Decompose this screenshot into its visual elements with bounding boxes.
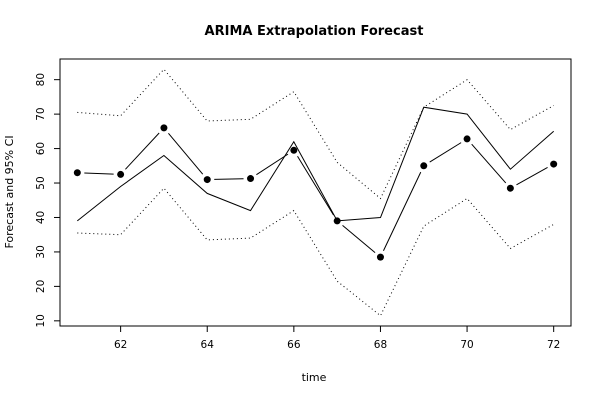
forecast-point — [73, 169, 81, 177]
actual-values-line — [76, 106, 555, 222]
y-axis-label: Forecast and 95% CI — [3, 135, 16, 248]
plot-frame — [59, 58, 572, 327]
forecast-point — [463, 135, 471, 143]
x-axis: 62 64 66 68 70 72 — [114, 326, 560, 351]
x-tick-label: 72 — [547, 339, 560, 351]
forecast-connector-segment — [516, 167, 548, 186]
forecast-connector-segment — [342, 225, 376, 253]
x-axis-label: time — [302, 371, 327, 384]
forecast-point — [247, 175, 255, 183]
forecast-point — [203, 176, 211, 184]
y-tick-label: 50 — [35, 176, 47, 189]
y-tick-label: 30 — [35, 245, 47, 258]
forecast-point — [160, 124, 168, 132]
chart-title: ARIMA Extrapolation Forecast — [205, 24, 424, 39]
y-tick-label: 80 — [35, 73, 47, 86]
x-tick-label: 64 — [201, 339, 215, 351]
forecast-connector-segment — [383, 171, 422, 251]
forecast-connector-segment — [256, 153, 289, 176]
forecast-connector-segment — [471, 143, 507, 184]
y-tick-label: 10 — [35, 314, 47, 327]
forecast-connector-segment — [125, 132, 160, 170]
series-layer — [73, 68, 558, 317]
forecast-point — [550, 160, 558, 168]
forecast-connector-segment — [214, 178, 244, 180]
y-tick-label: 70 — [35, 107, 47, 120]
forecast-point — [333, 217, 341, 225]
forecast-connector-segment — [297, 156, 334, 216]
forecast-point — [376, 253, 384, 261]
x-tick-label: 68 — [374, 339, 387, 351]
forecast-point — [506, 184, 514, 192]
x-tick-label: 70 — [460, 339, 473, 351]
lower-confidence-bound-line — [77, 187, 554, 317]
y-axis: 10 20 30 40 50 60 70 80 — [35, 73, 60, 328]
forecast-connector-segment — [84, 172, 114, 175]
forecast-connector-segment — [168, 132, 204, 175]
forecast-point — [420, 162, 428, 170]
x-tick-label: 66 — [287, 339, 301, 351]
forecast-connector-segment — [429, 142, 462, 163]
x-tick-label: 62 — [114, 339, 127, 351]
y-tick-label: 60 — [35, 142, 47, 155]
y-tick-label: 40 — [35, 211, 47, 224]
forecast-point — [117, 170, 125, 178]
y-tick-label: 20 — [35, 280, 47, 293]
forecast-point — [290, 146, 298, 154]
upper-confidence-bound-line — [77, 68, 554, 200]
